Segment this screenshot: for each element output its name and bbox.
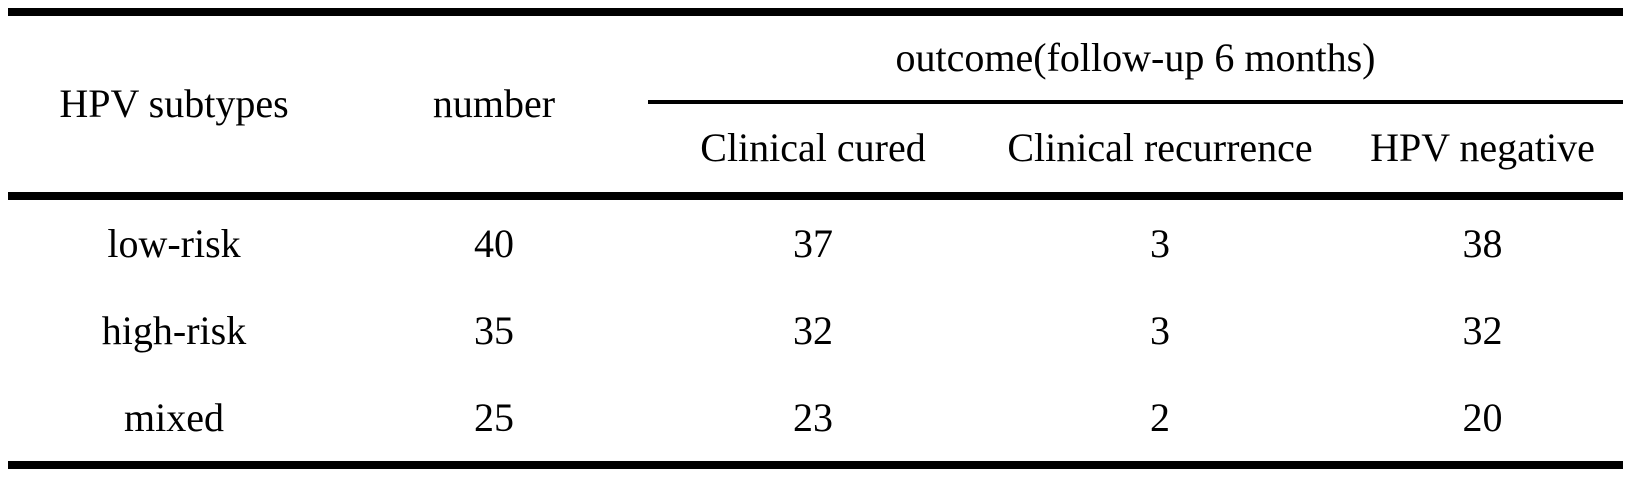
cell-hpv-negative: 20: [1462, 394, 1503, 440]
outcome-underline-rule: [648, 100, 1623, 104]
cell-clinical-recurrence: 3: [1150, 220, 1170, 266]
header-number: number: [432, 81, 556, 126]
cell-clinical-cured: 32: [793, 307, 833, 353]
cell-number: 25: [474, 394, 514, 440]
cell-subtype: low-risk: [107, 220, 241, 266]
cell-subtype: mixed: [124, 394, 224, 440]
header-outcome-group: outcome(follow-up 6 months): [895, 35, 1376, 80]
cell-number: 35: [474, 307, 514, 353]
cell-number: 40: [474, 220, 514, 266]
cell-clinical-recurrence: 2: [1150, 394, 1170, 440]
header-hpv-subtypes: HPV subtypes: [59, 81, 289, 126]
cell-hpv-negative: 32: [1462, 307, 1503, 353]
cell-clinical-cured: 37: [793, 220, 833, 266]
cell-clinical-recurrence: 3: [1150, 307, 1170, 353]
cell-clinical-cured: 23: [793, 394, 833, 440]
subheader-clinical-recurrence: Clinical recurrence: [1007, 125, 1313, 170]
hpv-outcome-table: HPV subtypes number outcome(follow-up 6 …: [8, 8, 1623, 469]
cell-hpv-negative: 38: [1462, 220, 1503, 266]
subheader-hpv-negative: HPV negative: [1370, 125, 1595, 170]
header-body-divider-rule: [8, 192, 1623, 200]
subheader-clinical-cured: Clinical cured: [700, 125, 926, 170]
cell-subtype: high-risk: [101, 307, 247, 353]
